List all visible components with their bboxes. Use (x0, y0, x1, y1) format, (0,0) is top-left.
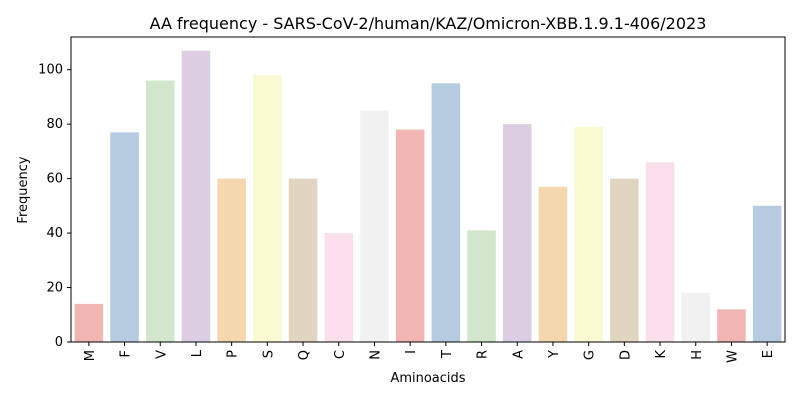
bar-D (610, 178, 639, 342)
y-axis-label: Frequency (16, 156, 31, 223)
bar-V (145, 80, 175, 343)
x-tick-label: L (190, 349, 205, 357)
x-tick-label: N (368, 350, 383, 360)
x-tick-label: Y (547, 350, 562, 359)
plot-frame (70, 36, 786, 343)
bar-M (74, 303, 104, 342)
x-tick-label: S (261, 350, 276, 358)
chart-title: AA frequency - SARS-CoV-2/human/KAZ/Omic… (150, 14, 707, 33)
x-tick-label: I (404, 350, 419, 354)
y-tick-label: 100 (38, 63, 63, 78)
x-tick-label: F (119, 350, 134, 357)
x-tick-label: R (476, 350, 491, 359)
bar-N (360, 110, 389, 342)
bar-E (752, 205, 782, 342)
x-tick-label: W (725, 350, 740, 363)
x-tick-label: A (511, 350, 526, 359)
x-tick-label: G (583, 350, 598, 360)
bar-W (717, 309, 746, 342)
bar-P (217, 178, 246, 342)
y-tick-label: 0 (55, 335, 63, 350)
bar-K (645, 162, 675, 342)
bar-Q (288, 178, 318, 342)
x-tick-label: E (761, 350, 776, 358)
bar-C (324, 233, 354, 342)
bar-T (431, 83, 461, 342)
bar-I (395, 129, 425, 342)
y-tick-label: 20 (46, 281, 63, 296)
x-tick-label: M (83, 350, 98, 361)
bar-G (574, 126, 603, 342)
bar-H (681, 292, 711, 342)
x-tick-label: V (154, 350, 169, 359)
x-tick-label: D (618, 350, 633, 360)
bar-L (181, 50, 211, 343)
x-tick-label: K (654, 350, 669, 359)
bar-A (502, 124, 532, 343)
bars-group (74, 50, 782, 343)
y-axis: 0 20 40 60 80 100 (38, 63, 71, 350)
y-tick-label: 40 (46, 226, 63, 241)
x-axis-label: Aminoacids (390, 371, 465, 386)
bar-R (467, 230, 496, 342)
bar-S (253, 75, 282, 342)
bar-F (110, 132, 139, 342)
y-tick-label: 80 (46, 117, 63, 132)
x-tick-label: H (690, 350, 705, 360)
bar-Y (538, 186, 568, 342)
x-tick-label: Q (297, 350, 312, 360)
x-tick-label: P (226, 350, 241, 358)
y-tick-label: 60 (46, 172, 63, 187)
x-tick-label: C (333, 350, 348, 359)
x-tick-label: T (440, 350, 455, 359)
